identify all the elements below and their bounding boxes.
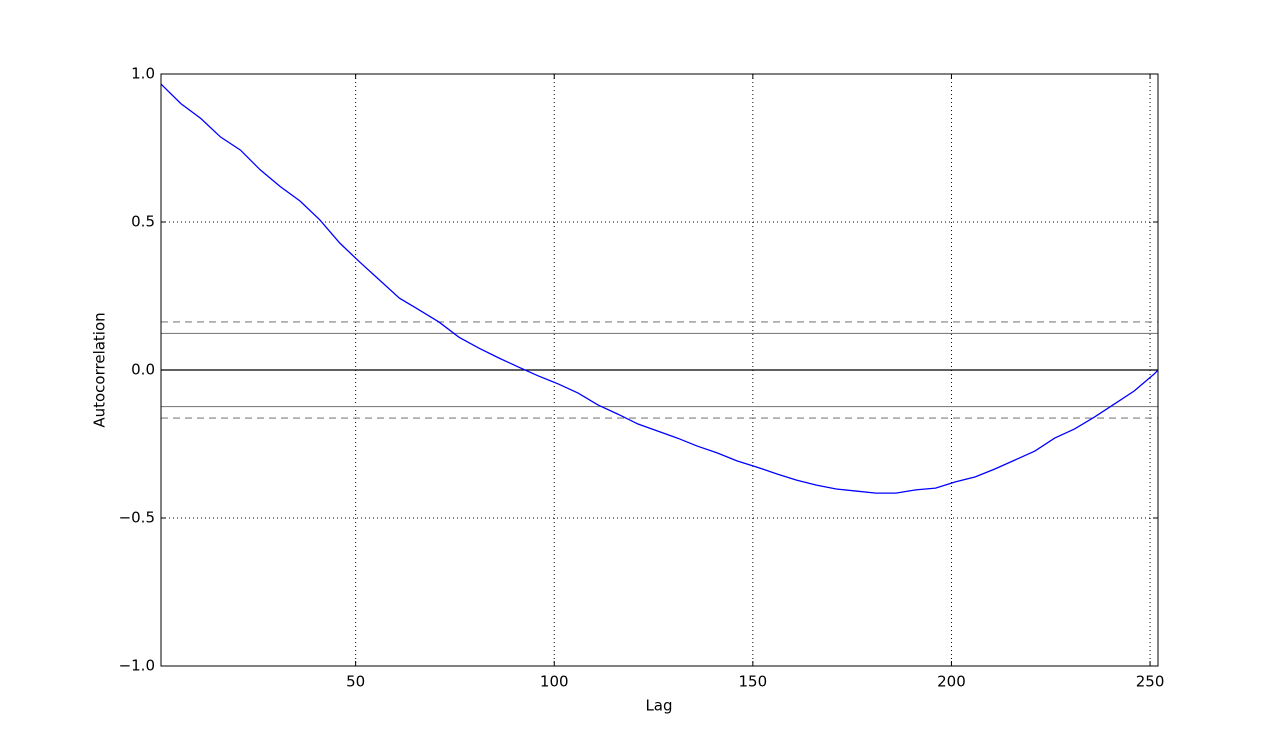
y-tick-label: −1.0 — [119, 657, 155, 675]
x-tick-label: 200 — [937, 673, 966, 691]
y-tick-label: 0.5 — [131, 213, 155, 231]
y-axis-label: Autocorrelation — [91, 312, 109, 427]
x-tick-label: 100 — [540, 673, 569, 691]
x-tick-label: 150 — [739, 673, 768, 691]
x-tick-label: 250 — [1136, 673, 1165, 691]
x-axis-label: Lag — [645, 697, 672, 715]
x-tick-label: 50 — [346, 673, 365, 691]
y-tick-label: 1.0 — [131, 65, 155, 83]
data-line — [160, 83, 1159, 494]
plot-frame — [160, 73, 1159, 667]
y-tick-label: −0.5 — [119, 509, 155, 527]
y-tick-label: 0.0 — [131, 361, 155, 379]
